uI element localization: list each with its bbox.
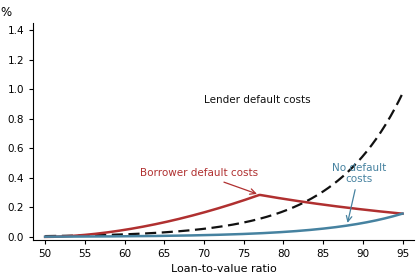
Text: Lender default costs: Lender default costs [204, 95, 311, 105]
Text: %: % [1, 6, 12, 18]
Text: No default
costs: No default costs [332, 163, 386, 221]
Text: Borrower default costs: Borrower default costs [140, 169, 259, 194]
X-axis label: Loan-to-value ratio: Loan-to-value ratio [171, 264, 277, 274]
